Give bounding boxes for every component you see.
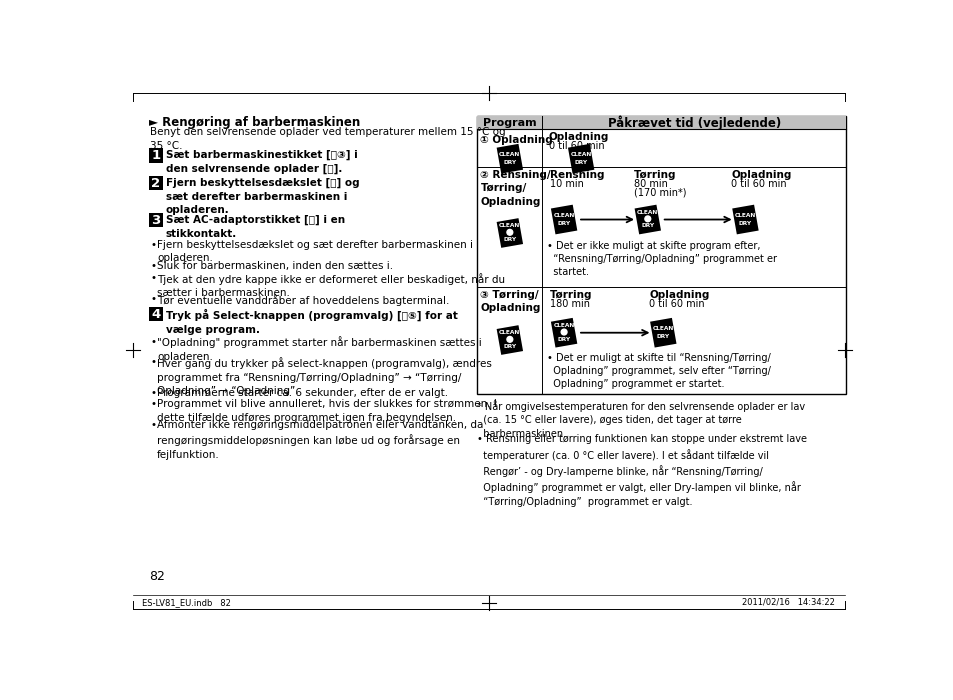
Circle shape: [506, 337, 512, 342]
Text: CLEAN: CLEAN: [498, 330, 520, 335]
Bar: [149, 307, 163, 321]
Text: CLEAN: CLEAN: [637, 210, 658, 215]
Text: Sæt barbermaskinestikket [ⓔ③] i
den selvrensende oplader [ⓕ].: Sæt barbermaskinestikket [ⓔ③] i den selv…: [166, 150, 357, 174]
Text: • Rensning eller tørring funktionen kan stoppe under ekstremt lave
  temperature: • Rensning eller tørring funktionen kan …: [476, 434, 806, 507]
Text: ES-LV81_EU.indb   82: ES-LV81_EU.indb 82: [142, 598, 232, 607]
Text: 0 til 60 min: 0 til 60 min: [649, 299, 704, 309]
Text: CLEAN: CLEAN: [734, 214, 756, 218]
Bar: [476, 116, 845, 393]
Text: ② Rensning/
Tørring/
Opladning: ② Rensning/ Tørring/ Opladning: [480, 170, 551, 206]
Polygon shape: [649, 318, 676, 348]
Text: •: •: [150, 337, 156, 346]
Text: Påkrævet tid (vejledende): Påkrævet tid (vejledende): [607, 116, 781, 130]
Text: Tørring: Tørring: [550, 290, 592, 300]
Polygon shape: [550, 204, 577, 234]
Text: CLEAN: CLEAN: [553, 323, 574, 328]
Text: Opladning: Opladning: [731, 170, 791, 180]
Text: Programmerne starter ca. 6 sekunder, efter de er valgt.: Programmerne starter ca. 6 sekunder, eft…: [157, 388, 448, 398]
Text: CLEAN: CLEAN: [570, 153, 591, 158]
Polygon shape: [567, 144, 594, 174]
Text: Fjern beskyttelsesdækslet [ⓐ] og
sæt derefter barbermaskinen i
opladeren.: Fjern beskyttelsesdækslet [ⓐ] og sæt der…: [166, 178, 359, 216]
Text: ► Rengøring af barbermaskinen: ► Rengøring af barbermaskinen: [149, 116, 359, 130]
Text: Tør eventuelle vanddråber af hoveddelens bagterminal.: Tør eventuelle vanddråber af hoveddelens…: [157, 294, 449, 306]
Text: • Det er ikke muligt at skifte program efter,
  “Rensning/Tørring/Opladning” pro: • Det er ikke muligt at skifte program e…: [546, 241, 777, 277]
Text: Afmonter ikke rengøringsmiddelpatronen eller vandtanken, da
rengøringsmiddelopøs: Afmonter ikke rengøringsmiddelpatronen e…: [157, 420, 483, 460]
Text: ③ Tørring/
Opladning: ③ Tørring/ Opladning: [480, 290, 540, 313]
Text: Hver gang du trykker på select-knappen (programvalg), ændres
programmet fra “Ren: Hver gang du trykker på select-knappen (…: [157, 357, 492, 396]
Text: 2: 2: [151, 176, 160, 190]
Polygon shape: [497, 144, 522, 174]
Text: 1: 1: [151, 149, 160, 162]
Text: 80 min: 80 min: [633, 179, 667, 190]
Text: CLEAN: CLEAN: [498, 223, 520, 228]
Polygon shape: [732, 204, 758, 234]
Text: CLEAN: CLEAN: [498, 153, 520, 158]
Text: •: •: [150, 357, 156, 368]
Circle shape: [644, 216, 650, 222]
Text: DRY: DRY: [656, 334, 669, 339]
Bar: [149, 213, 163, 228]
Text: • Det er muligt at skifte til “Rensning/Tørring/
  Opladning” programmet, selv e: • Det er muligt at skifte til “Rensning/…: [546, 353, 770, 389]
Text: •: •: [150, 420, 156, 430]
Text: "Opladning" programmet starter når barbermaskinen sættes i
opladeren.: "Opladning" programmet starter når barbe…: [157, 337, 481, 362]
Text: Opladning: Opladning: [548, 132, 608, 141]
Text: Sluk for barbermaskinen, inden den sættes i.: Sluk for barbermaskinen, inden den sætte…: [157, 261, 393, 271]
Bar: [149, 176, 163, 190]
Text: Program: Program: [482, 118, 537, 127]
Text: 82: 82: [149, 570, 165, 583]
Polygon shape: [497, 218, 522, 248]
Text: (170 min*): (170 min*): [633, 188, 685, 198]
Text: Tryk på Select-knappen (programvalg) [ⓕ⑤] for at
vælge program.: Tryk på Select-knappen (programvalg) [ⓕ⑤…: [166, 309, 457, 335]
Bar: [476, 116, 845, 129]
Polygon shape: [634, 204, 660, 234]
Text: * Når omgivelsestemperaturen for den selvrensende oplader er lav
  (ca. 15 °C el: * Når omgivelsestemperaturen for den sel…: [476, 400, 804, 439]
Text: 4: 4: [151, 307, 160, 321]
Text: Tjek at den ydre kappe ikke er deformeret eller beskadiget, når du
sætter i barb: Tjek at den ydre kappe ikke er deformere…: [157, 272, 505, 298]
Text: •: •: [150, 294, 156, 304]
Text: ① Opladning: ① Opladning: [480, 135, 553, 145]
Text: DRY: DRY: [574, 160, 587, 165]
Text: DRY: DRY: [557, 337, 570, 342]
Text: DRY: DRY: [503, 160, 516, 165]
Text: •: •: [150, 399, 156, 409]
Text: DRY: DRY: [557, 220, 570, 225]
Text: Sæt AC-adaptorstikket [ⓔ] i en
stikkontakt.: Sæt AC-adaptorstikket [ⓔ] i en stikkonta…: [166, 215, 345, 239]
Circle shape: [560, 329, 566, 335]
Text: •: •: [150, 261, 156, 271]
Bar: [149, 148, 163, 162]
Text: Programmet vil blive annulleret, hvis der slukkes for strømmen. I
dette tilfælde: Programmet vil blive annulleret, hvis de…: [157, 399, 497, 423]
Text: DRY: DRY: [739, 220, 751, 225]
Text: CLEAN: CLEAN: [553, 214, 574, 218]
Text: •: •: [150, 272, 156, 283]
Text: 0 til 60 min: 0 til 60 min: [548, 141, 603, 151]
Polygon shape: [550, 318, 577, 348]
Text: DRY: DRY: [503, 237, 516, 242]
Text: 0 til 60 min: 0 til 60 min: [731, 179, 786, 190]
Circle shape: [506, 230, 512, 235]
Text: Rensning: Rensning: [550, 170, 604, 180]
Text: •: •: [150, 239, 156, 249]
Text: Fjern beskyttelsesdækslet og sæt derefter barbermaskinen i
opladeren.: Fjern beskyttelsesdækslet og sæt derefte…: [157, 239, 473, 263]
Text: DRY: DRY: [640, 223, 654, 228]
Polygon shape: [497, 326, 522, 355]
Text: •: •: [150, 388, 156, 398]
Text: Benyt den selvrensende oplader ved temperaturer mellem 15 °C og
35 °C.: Benyt den selvrensende oplader ved tempe…: [150, 127, 505, 150]
Text: 3: 3: [151, 214, 160, 227]
Text: DRY: DRY: [503, 344, 516, 349]
Text: Opladning: Opladning: [649, 290, 709, 300]
Text: 10 min: 10 min: [550, 179, 583, 190]
Text: 2011/02/16   14:34:22: 2011/02/16 14:34:22: [741, 598, 835, 607]
Text: Tørring: Tørring: [633, 170, 676, 180]
Text: CLEAN: CLEAN: [652, 326, 673, 332]
Text: 180 min: 180 min: [550, 299, 590, 309]
